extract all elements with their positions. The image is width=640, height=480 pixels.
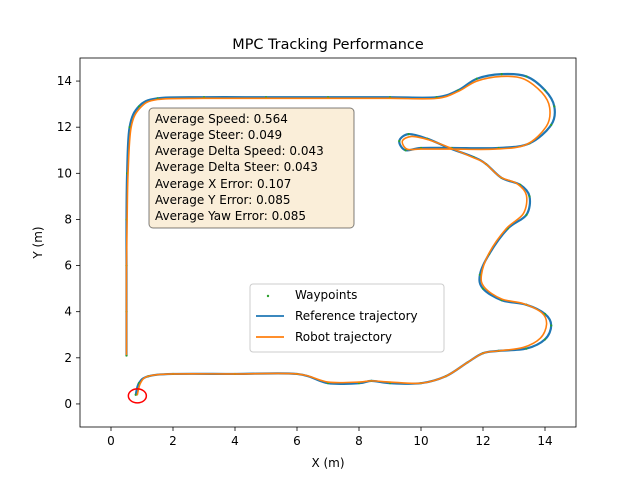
legend-robot-label: Robot trajectory <box>295 330 392 344</box>
waypoint-dot <box>134 393 137 396</box>
chart-title: MPC Tracking Performance <box>232 37 424 53</box>
y-axis-ticks: 0 2 4 6 8 10 12 14 <box>57 74 80 411</box>
waypoint-dot <box>543 338 547 341</box>
waypoint-dot <box>500 73 503 76</box>
stat-average-yaw-error: Average Yaw Error: 0.085 <box>155 209 306 223</box>
x-tick-label: 10 <box>413 434 428 448</box>
waypoint-dot <box>398 139 401 143</box>
y-tick-label: 14 <box>57 74 72 88</box>
y-tick-label: 4 <box>64 305 72 319</box>
y-axis-label: Y (m) <box>31 226 45 259</box>
axes-frame <box>79 57 577 428</box>
stat-average-delta-steer: Average Delta Steer: 0.043 <box>155 160 318 174</box>
x-tick-label: 14 <box>537 434 552 448</box>
x-axis-ticks: 0 2 4 6 8 10 12 14 <box>107 427 553 448</box>
stat-average-x-error: Average X Error: 0.107 <box>155 177 291 191</box>
waypoint-dot <box>525 347 528 350</box>
robot-trajectory-line <box>125 75 551 396</box>
waypoint-dot <box>404 149 407 152</box>
waypoint-dot <box>543 89 547 92</box>
stats-box: Average Speed: 0.564 Average Steer: 0.04… <box>148 107 355 229</box>
legend-box <box>249 283 445 353</box>
x-tick-label: 12 <box>475 434 490 448</box>
waypoint-dot <box>550 123 553 126</box>
y-tick-label: 6 <box>64 259 72 273</box>
waypoint-dot <box>128 126 131 129</box>
waypoint-dot <box>407 133 410 136</box>
x-tick-label: 6 <box>293 434 301 448</box>
waypoint-dot <box>475 77 478 80</box>
start-marker-circle <box>127 388 148 404</box>
waypoint-dot <box>137 105 140 108</box>
stats-box-background <box>148 107 355 229</box>
stat-average-y-error: Average Y Error: 0.085 <box>155 193 291 207</box>
waypoint-dot <box>528 195 531 198</box>
waypoint-dot <box>478 273 481 276</box>
series-layer <box>125 72 556 404</box>
stat-average-delta-speed: Average Delta Speed: 0.043 <box>155 144 324 158</box>
y-tick-label: 8 <box>64 212 72 226</box>
legend: Waypoints Reference trajectory Robot tra… <box>249 283 445 353</box>
y-tick-label: 2 <box>64 351 72 365</box>
x-axis-label: X (m) <box>311 456 344 470</box>
x-tick-label: 0 <box>107 434 115 448</box>
legend-waypoints-marker <box>266 294 270 298</box>
stat-average-speed: Average Speed: 0.564 <box>155 112 288 126</box>
y-tick-label: 0 <box>64 397 72 411</box>
y-tick-label: 12 <box>57 120 72 134</box>
waypoint-dot <box>553 105 556 108</box>
x-tick-label: 4 <box>231 434 239 448</box>
waypoint-dot <box>525 75 528 78</box>
waypoint-dot <box>550 324 553 327</box>
waypoint-dot <box>481 287 485 290</box>
y-tick-label: 10 <box>57 166 72 180</box>
stat-average-steer: Average Steer: 0.049 <box>155 128 282 142</box>
x-tick-label: 8 <box>355 434 363 448</box>
waypoint-dot <box>125 354 128 357</box>
legend-waypoints-label: Waypoints <box>295 288 357 302</box>
x-tick-label: 2 <box>169 434 177 448</box>
legend-reference-label: Reference trajectory <box>295 309 418 323</box>
waypoint-dot <box>525 213 528 216</box>
